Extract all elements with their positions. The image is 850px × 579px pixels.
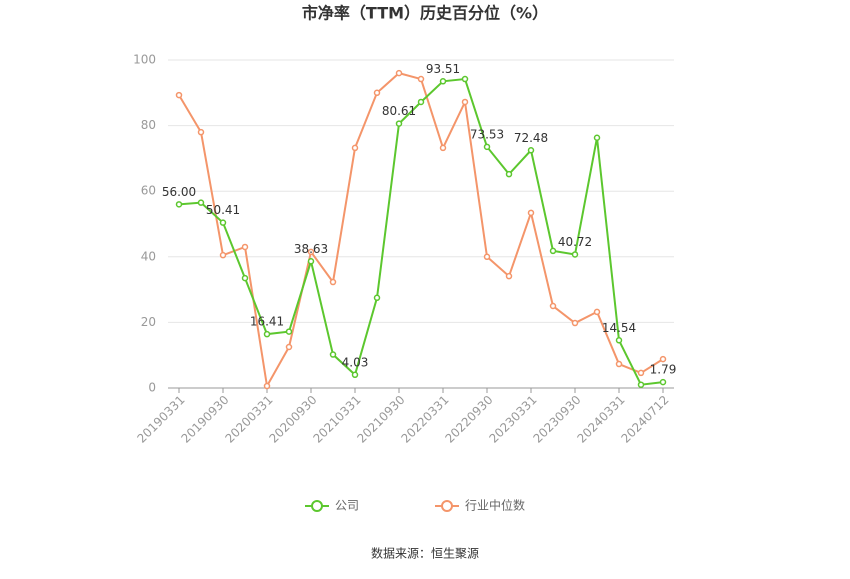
point: [395, 120, 403, 127]
point: [197, 199, 205, 206]
point: [483, 143, 491, 151]
point: [307, 248, 315, 256]
point: [329, 278, 337, 286]
point: [285, 328, 293, 335]
point: [351, 144, 359, 152]
point: [505, 272, 513, 280]
point: [241, 243, 249, 251]
data-label: 16.41: [250, 315, 284, 329]
point: [373, 89, 381, 97]
data-label: 56.00: [162, 185, 196, 199]
data-label: 80.61: [382, 104, 416, 118]
data-label: 93.51: [426, 62, 460, 76]
data-label: 73.53: [470, 127, 504, 141]
point: [175, 91, 183, 99]
point: [637, 381, 645, 388]
chart-title: 市净率（TTM）历史百分位（%）: [302, 4, 548, 23]
point: [219, 219, 227, 226]
y-tick-label: 0: [148, 381, 156, 395]
point: [197, 128, 205, 136]
point: [417, 98, 425, 106]
point: [351, 371, 359, 379]
series-line: [178, 72, 664, 390]
point: [549, 247, 557, 255]
data-label: 4.03: [342, 355, 369, 369]
point: [373, 294, 381, 302]
data-label: 50.41: [206, 203, 240, 217]
data-label: 1.79: [650, 363, 677, 377]
point: [439, 144, 447, 152]
point: [593, 134, 601, 141]
point: [637, 369, 645, 377]
point: [461, 98, 469, 106]
data-label: 38.63: [294, 242, 328, 256]
point: [593, 308, 601, 316]
point: [307, 258, 315, 265]
data-label: 14.54: [602, 321, 636, 335]
y-tick-label: 60: [141, 184, 156, 198]
point: [395, 69, 403, 77]
point: [263, 382, 271, 390]
point: [615, 337, 623, 344]
data-label: 72.48: [514, 131, 548, 145]
source: 数据来源：恒生聚源: [371, 546, 479, 561]
legend-label: 行业中位数: [465, 498, 525, 513]
point: [439, 78, 447, 85]
point: [571, 251, 579, 258]
point: [219, 251, 227, 259]
y-tick-label: 100: [133, 53, 156, 67]
point: [329, 351, 337, 358]
point: [461, 75, 469, 83]
point: [483, 253, 491, 261]
y-tick-label: 80: [141, 118, 156, 132]
legend-marker: [311, 500, 323, 512]
legend-marker: [441, 500, 453, 512]
y-tick-label: 20: [141, 315, 156, 329]
point: [505, 170, 513, 178]
point: [659, 378, 667, 386]
series-line: [178, 77, 664, 386]
y-tick-label: 40: [141, 249, 156, 263]
point: [263, 330, 271, 338]
point: [527, 147, 535, 154]
x-tick-label: 20240712: [619, 393, 672, 446]
legend-label: 公司: [335, 499, 359, 513]
point: [571, 319, 579, 327]
point: [549, 302, 557, 310]
data-label: 40.72: [558, 235, 592, 249]
point: [417, 75, 425, 83]
point: [241, 274, 249, 282]
point: [659, 355, 667, 363]
point: [175, 201, 183, 208]
point: [285, 343, 293, 351]
point: [527, 209, 535, 217]
point: [615, 360, 623, 368]
